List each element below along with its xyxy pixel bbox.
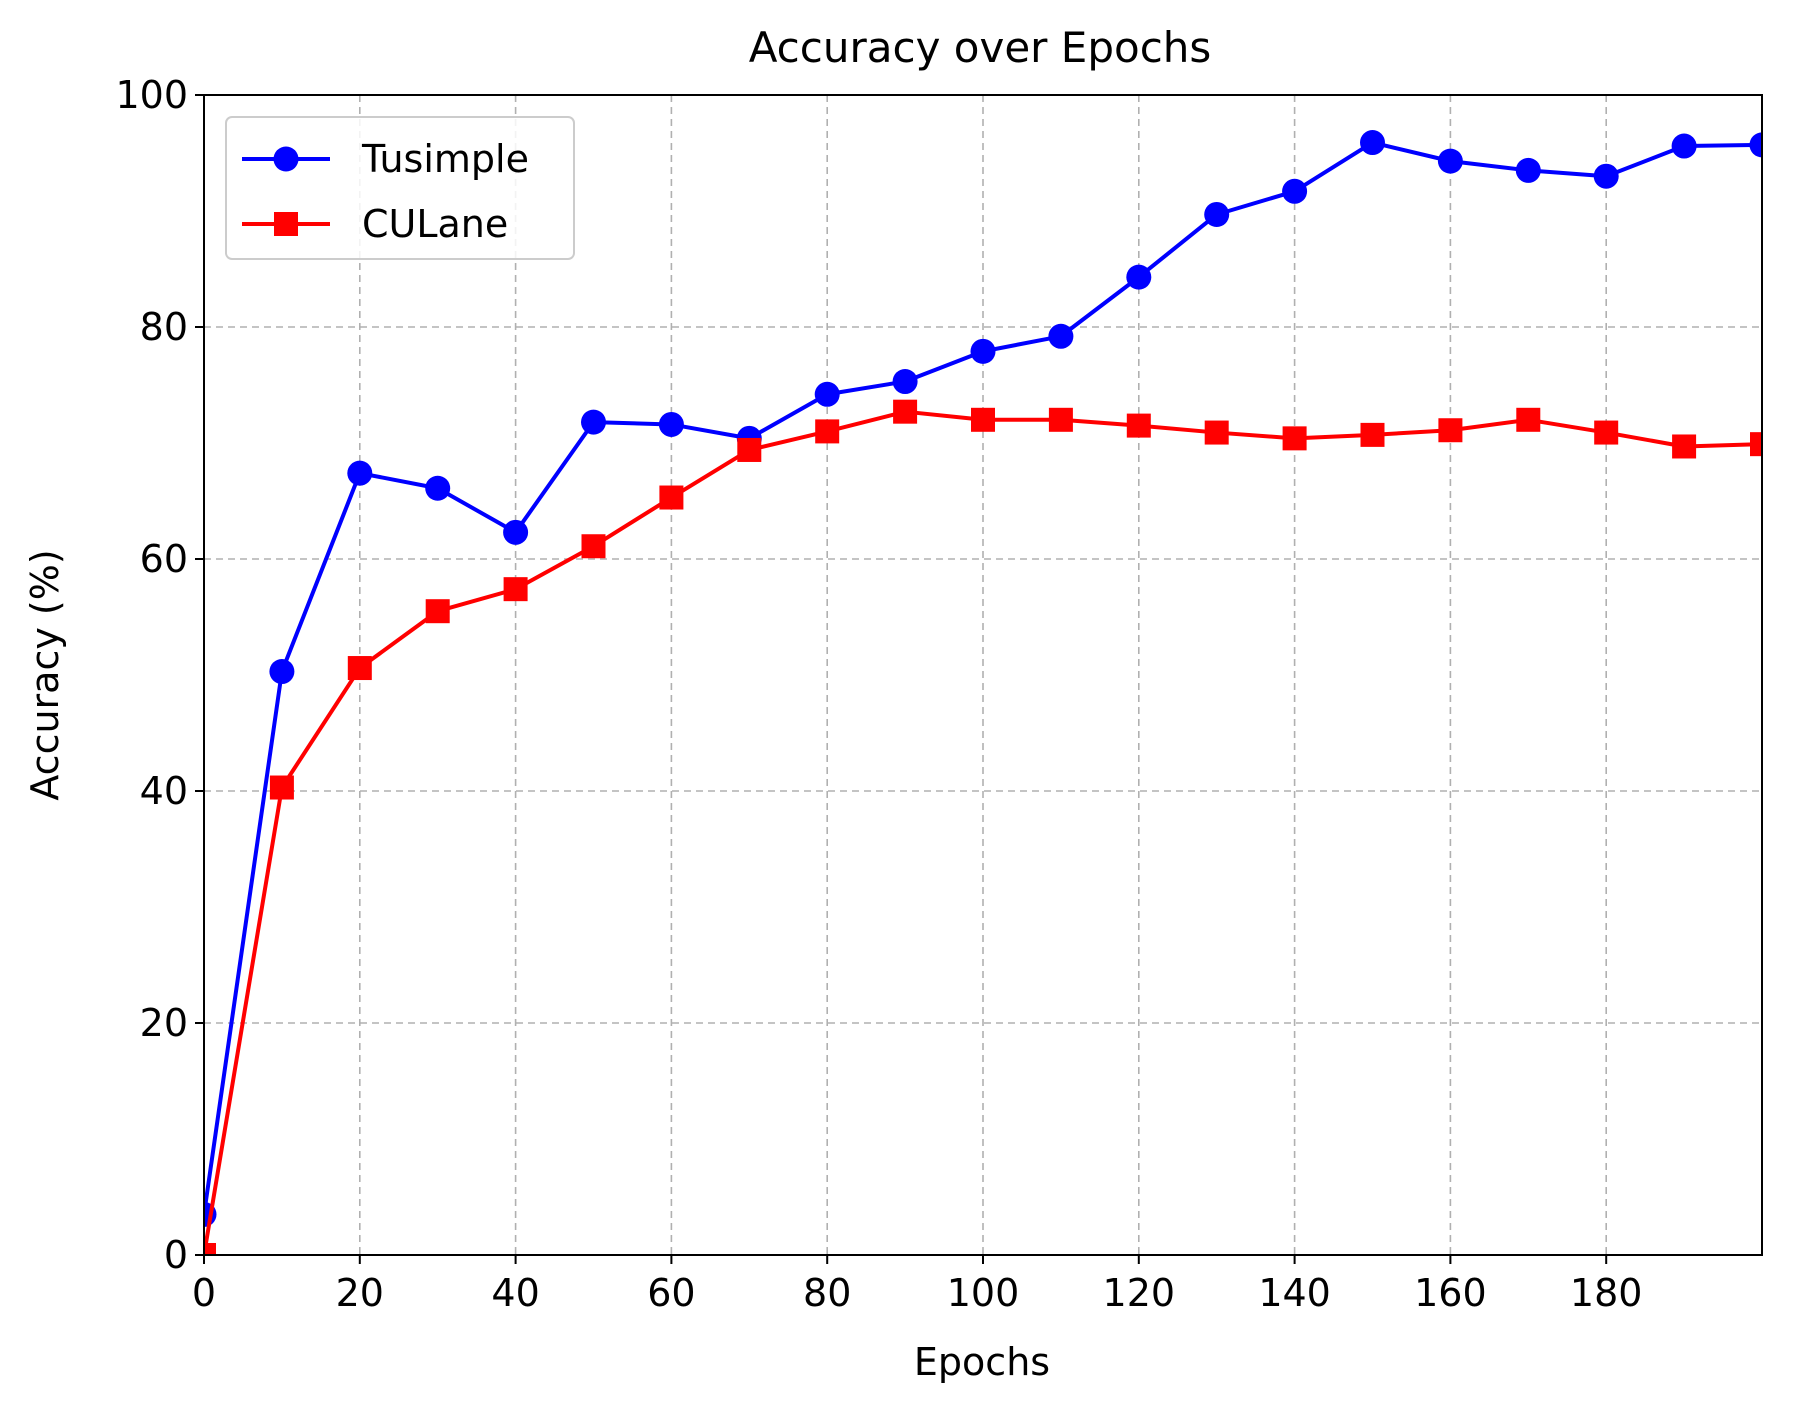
y-tick-label: 40 [140,769,188,813]
legend-label-tusimple: Tusimple [361,137,529,181]
x-tick-label: 40 [491,1271,539,1315]
series-culane [204,399,1762,1255]
chart-title: Accuracy over Epochs [749,23,1212,72]
data-point-tusimple [1593,163,1619,189]
data-point-tusimple [503,519,529,545]
y-tick-label: 0 [164,1233,188,1277]
data-point-culane [425,599,450,624]
data-point-tusimple [1515,157,1541,183]
data-point-culane [1126,413,1151,438]
data-point-culane [1750,432,1762,457]
data-point-tusimple [269,659,295,685]
data-point-tusimple [347,460,373,486]
x-tick-label: 180 [1570,1271,1643,1315]
data-point-tusimple [970,338,996,364]
data-point-culane [1594,420,1619,445]
x-tick-label: 100 [947,1271,1020,1315]
x-tick-label: 60 [647,1271,695,1315]
data-point-tusimple [1126,264,1152,290]
y-tick-label: 80 [140,305,188,349]
series-layer [204,130,1762,1255]
data-point-culane [269,775,294,800]
legend-label-culane: CULane [362,202,508,246]
data-point-culane [1282,426,1307,451]
data-point-tusimple [658,411,684,437]
data-point-culane [659,485,684,510]
data-point-tusimple [892,369,918,395]
legend: Tusimple CULane [225,116,575,260]
y-tick-label: 100 [115,73,188,117]
data-point-culane [1672,434,1697,459]
data-point-tusimple [1204,201,1230,227]
data-point-culane [971,407,995,432]
data-point-culane [503,577,528,602]
legend-marker-tusimple [273,146,299,172]
data-point-culane [204,1243,216,1255]
data-point-culane [893,399,918,424]
data-point-tusimple [1048,323,1074,349]
ticks: 0 20 40 60 80 100 120 140 160 180 0 20 40 60 80 100 [115,73,1642,1315]
data-point-culane [1360,422,1385,447]
y-tick-label: 20 [140,1001,188,1045]
data-point-tusimple [1671,133,1697,159]
data-point-culane [1204,420,1229,445]
x-tick-label: 120 [1103,1271,1176,1315]
legend-marker-culane [274,212,298,236]
legend-item-tusimple: Tusimple [242,137,529,181]
x-axis-label: Epochs [914,1340,1050,1384]
data-point-tusimple [1282,178,1308,204]
data-point-culane [815,419,840,444]
data-point-tusimple [1360,130,1385,156]
data-point-tusimple [1749,132,1762,158]
data-point-tusimple [425,475,451,501]
y-tick-label: 60 [140,537,188,581]
data-point-culane [347,656,372,681]
data-point-culane [1516,407,1541,432]
x-tick-label: 0 [192,1271,216,1315]
data-point-tusimple [814,381,840,407]
data-point-culane [1438,418,1463,443]
data-point-tusimple [581,409,606,435]
x-tick-label: 80 [803,1271,851,1315]
data-point-culane [1048,407,1073,432]
x-tick-label: 20 [336,1271,384,1315]
y-axis-label: Accuracy (%) [23,549,67,800]
x-tick-label: 160 [1414,1271,1487,1315]
data-point-culane [737,437,762,462]
data-point-culane [581,534,606,559]
data-point-tusimple [1437,148,1463,174]
legend-item-culane: CULane [242,202,508,246]
x-tick-label: 140 [1258,1271,1331,1315]
